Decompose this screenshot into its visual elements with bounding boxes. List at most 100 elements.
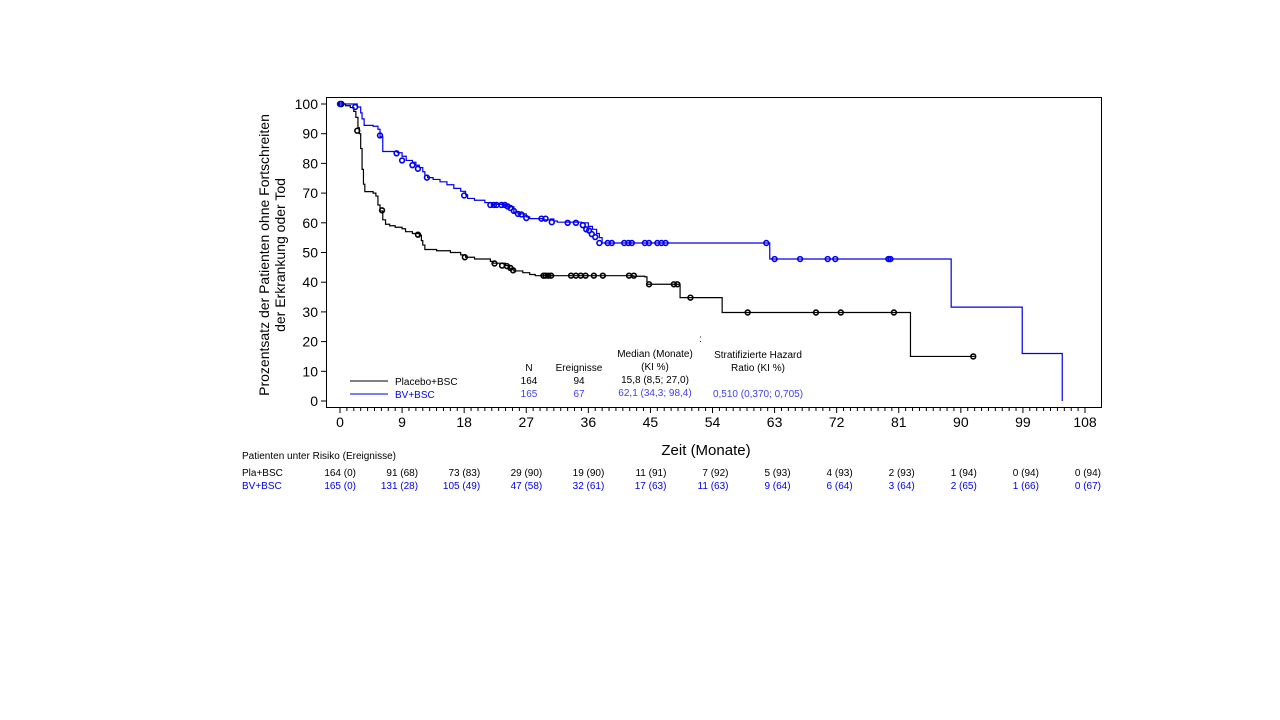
censor-mark bbox=[579, 221, 587, 229]
censor-mark bbox=[670, 281, 678, 288]
x-tick-label: 45 bbox=[643, 414, 659, 430]
x-axis-label: Zeit (Monate) bbox=[661, 442, 750, 459]
censor-mark bbox=[970, 353, 977, 360]
censor-mark bbox=[687, 294, 694, 301]
y-tick-label: 100 bbox=[295, 96, 319, 112]
censor-mark bbox=[514, 210, 522, 218]
censor-mark bbox=[590, 272, 598, 279]
risk-values: 164 (0) 91 (68) 73 (83) 29 (90) 19 (90) 11 (9… bbox=[324, 468, 1101, 492]
x-tick-label: 90 bbox=[953, 414, 969, 430]
censor-mark bbox=[378, 207, 386, 214]
summary-header-events: Ereignisse bbox=[556, 363, 603, 374]
summary-n-bv: 165 bbox=[521, 389, 538, 400]
censor-mark bbox=[414, 231, 422, 238]
censor-mark bbox=[460, 192, 468, 199]
risk-value: 11 (63) bbox=[698, 481, 729, 492]
curves bbox=[340, 103, 1063, 401]
y-axis-label-line1: Prozentsatz der Patienten ohne Fortschre… bbox=[256, 114, 272, 396]
censor-mark bbox=[771, 255, 778, 263]
censor-mark bbox=[662, 239, 669, 247]
risk-value: 3 (64) bbox=[889, 481, 915, 492]
risk-value: 4 (93) bbox=[827, 468, 853, 479]
risk-value: 91 (68) bbox=[386, 468, 418, 479]
y-tick-label: 50 bbox=[302, 245, 318, 261]
censor-mark bbox=[542, 215, 549, 222]
risk-value: 7 (92) bbox=[702, 468, 728, 479]
censor-mark bbox=[354, 127, 361, 134]
summary-hr-bv: 0,510 (0,370; 0,705) bbox=[713, 389, 803, 400]
risk-value: 0 (94) bbox=[1013, 468, 1039, 479]
censor-mark bbox=[596, 239, 603, 247]
x-tick-label: 0 bbox=[336, 414, 344, 430]
censor-mark bbox=[572, 219, 580, 227]
summary-median-placebo: 15,8 (8,5; 27,0) bbox=[621, 375, 689, 386]
summary-colon: : bbox=[699, 334, 702, 345]
y-axis-label-line2: der Erkrankung oder Tod bbox=[272, 178, 288, 332]
y-tick-label: 90 bbox=[302, 126, 318, 142]
km-curve-placebo bbox=[340, 103, 975, 358]
risk-value: 2 (93) bbox=[889, 468, 915, 479]
censor-mark bbox=[376, 132, 384, 139]
censor-mark bbox=[414, 165, 422, 172]
censor-mark bbox=[548, 219, 555, 226]
censor-mark bbox=[523, 214, 530, 222]
censor-mark bbox=[599, 272, 607, 279]
risk-value: 29 (90) bbox=[511, 468, 543, 479]
censor-mark bbox=[625, 239, 632, 247]
x-tick-label: 63 bbox=[767, 414, 783, 430]
risk-value: 11 (91) bbox=[635, 468, 666, 479]
summary-n-placebo: 164 bbox=[521, 376, 538, 387]
censor-mark bbox=[674, 281, 681, 288]
risk-value: 6 (64) bbox=[827, 481, 853, 492]
censor-mark bbox=[461, 254, 469, 261]
censor-mark bbox=[498, 262, 506, 269]
y-tick-label: 10 bbox=[302, 363, 318, 379]
x-tick-label: 27 bbox=[518, 414, 534, 430]
x-tick-label: 54 bbox=[705, 414, 721, 430]
censor-mark bbox=[498, 201, 505, 209]
censor-mark bbox=[744, 309, 751, 316]
censor-mark bbox=[351, 103, 359, 111]
censor-mark bbox=[582, 272, 589, 279]
risk-value: 2 (65) bbox=[951, 481, 977, 492]
censor-mark bbox=[510, 207, 518, 215]
censor-mark bbox=[832, 255, 839, 263]
km-curve-bv bbox=[340, 103, 1063, 401]
summary-header-hr-2: Ratio (KI %) bbox=[731, 363, 785, 374]
legend: Placebo+BSC BV+BSC N Ereignisse Median (… bbox=[350, 334, 803, 401]
summary-events-bv: 67 bbox=[573, 389, 585, 400]
x-tick-label: 36 bbox=[581, 414, 597, 430]
censor-mark bbox=[608, 239, 615, 247]
x-tick-label: 18 bbox=[456, 414, 472, 430]
summary-header-median-2: (KI %) bbox=[641, 362, 669, 373]
censor-mark bbox=[518, 211, 525, 218]
summary-header-median-1: Median (Monate) bbox=[617, 349, 693, 360]
censor-mark bbox=[887, 255, 894, 263]
censor-mark bbox=[645, 281, 653, 288]
censor-mark bbox=[393, 150, 400, 157]
censor-mark bbox=[491, 260, 498, 267]
y-tick-label: 60 bbox=[302, 215, 318, 231]
risk-value: 165 (0) bbox=[324, 481, 356, 492]
censor-mark bbox=[409, 161, 416, 169]
risk-row-label-placebo: Pla+BSC bbox=[242, 468, 283, 479]
x-tick-label: 108 bbox=[1073, 414, 1097, 430]
summary-median-bv: 62,1 (34,3; 98,4) bbox=[618, 388, 691, 399]
y-axis: 0 10 20 30 40 50 60 70 80 90 100 bbox=[295, 96, 327, 409]
y-tick-label: 70 bbox=[302, 185, 318, 201]
censor-mark bbox=[547, 272, 555, 279]
censor-mark bbox=[509, 267, 517, 274]
risk-value: 164 (0) bbox=[324, 468, 356, 479]
summary-events-placebo: 94 bbox=[573, 376, 585, 387]
risk-table-title: Patienten unter Risiko (Ereignisse) bbox=[242, 451, 396, 462]
risk-value: 17 (63) bbox=[635, 481, 667, 492]
y-tick-label: 40 bbox=[302, 274, 318, 290]
x-tick-label: 72 bbox=[829, 414, 845, 430]
plot-frame bbox=[326, 97, 1102, 408]
censor-mark bbox=[630, 272, 638, 279]
censor-mark bbox=[890, 309, 898, 316]
risk-value: 1 (94) bbox=[951, 468, 977, 479]
censor-mark bbox=[824, 255, 831, 263]
risk-value: 131 (28) bbox=[381, 481, 418, 492]
risk-value: 0 (67) bbox=[1075, 481, 1101, 492]
